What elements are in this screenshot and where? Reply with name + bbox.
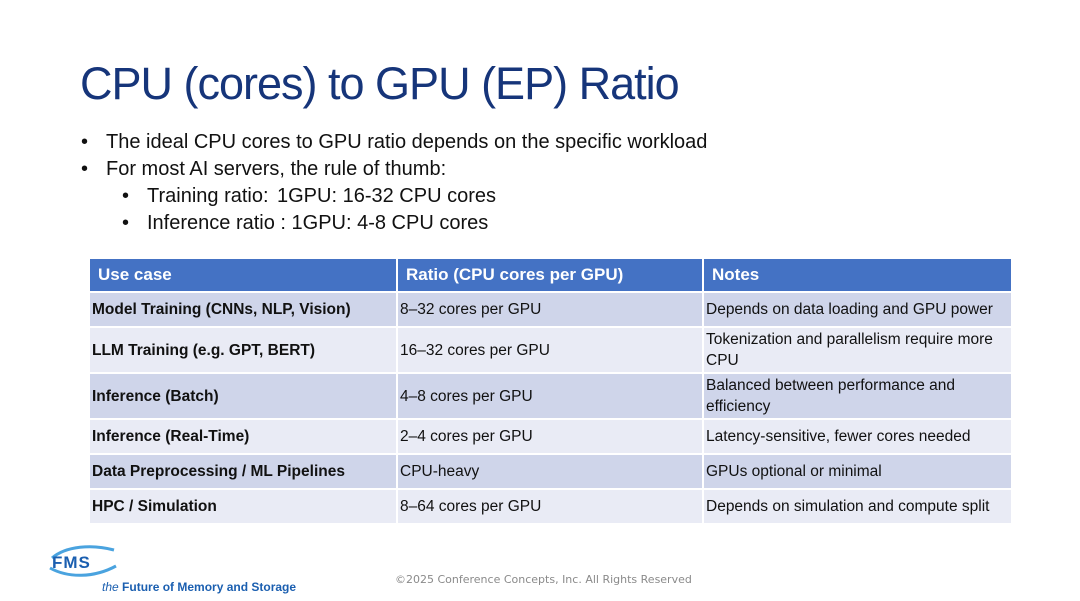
cell-ratio: 2–4 cores per GPU <box>397 419 704 455</box>
table-row: Model Training (CNNs, NLP, Vision) 8–32 … <box>90 292 1013 328</box>
table-row: HPC / Simulation 8–64 cores per GPU Depe… <box>90 489 1013 525</box>
logo-tagline: the Future of Memory and Storage <box>102 580 296 594</box>
cell-notes: GPUs optional or minimal <box>703 454 1013 490</box>
cell-use-case: Data Preprocessing / ML Pipelines <box>90 454 398 490</box>
table-header-row: Use case Ratio (CPU cores per GPU) Notes <box>90 259 1013 293</box>
bullet-item: For most AI servers, the rule of thumb: <box>81 156 707 183</box>
table-row: LLM Training (e.g. GPT, BERT) 16–32 core… <box>90 327 1013 374</box>
ratio-table: Use case Ratio (CPU cores per GPU) Notes… <box>90 259 1013 525</box>
sub-bullet-item: Training ratio: 1GPU: 16-32 CPU cores <box>122 183 707 210</box>
cell-notes: Latency-sensitive, fewer cores needed <box>703 419 1013 455</box>
cell-ratio: 16–32 cores per GPU <box>397 327 704 374</box>
cell-notes: Balanced between performance and efficie… <box>703 373 1013 420</box>
table-row: Inference (Real-Time) 2–4 cores per GPU … <box>90 419 1013 455</box>
cell-ratio: CPU-heavy <box>397 454 704 490</box>
sub-bullet-item: Inference ratio : 1GPU: 4-8 CPU cores <box>122 210 707 237</box>
cell-use-case: HPC / Simulation <box>90 489 398 525</box>
cell-notes: Depends on simulation and compute split <box>703 489 1013 525</box>
copyright-footer: ©2025 Conference Concepts, Inc. All Righ… <box>395 573 692 586</box>
table-row: Inference (Batch) 4–8 cores per GPU Bala… <box>90 373 1013 420</box>
header-ratio: Ratio (CPU cores per GPU) <box>397 259 704 293</box>
bullet-list: The ideal CPU cores to GPU ratio depends… <box>81 129 707 237</box>
bullet-item: The ideal CPU cores to GPU ratio depends… <box>81 129 707 156</box>
cell-use-case: LLM Training (e.g. GPT, BERT) <box>90 327 398 374</box>
cell-use-case: Inference (Batch) <box>90 373 398 420</box>
cell-ratio: 4–8 cores per GPU <box>397 373 704 420</box>
slide-title: CPU (cores) to GPU (EP) Ratio <box>80 58 680 109</box>
sub-bullet-label: Training ratio: <box>147 185 269 207</box>
cell-notes: Depends on data loading and GPU power <box>703 292 1013 328</box>
tagline-main: Future of Memory and Storage <box>122 580 297 594</box>
header-use-case: Use case <box>90 259 398 293</box>
logo-wordmark: FMS <box>52 553 91 572</box>
fms-logo: FMS the Future of Memory and Storage <box>48 544 296 596</box>
cell-ratio: 8–32 cores per GPU <box>397 292 704 328</box>
table-row: Data Preprocessing / ML Pipelines CPU-he… <box>90 454 1013 490</box>
cell-use-case: Inference (Real-Time) <box>90 419 398 455</box>
fms-logo-mark: FMS <box>49 545 117 577</box>
cell-use-case: Model Training (CNNs, NLP, Vision) <box>90 292 398 328</box>
sub-bullet-value: 1GPU: 16-32 CPU cores <box>277 185 496 207</box>
cell-notes: Tokenization and parallelism require mor… <box>703 327 1013 374</box>
header-notes: Notes <box>703 259 1013 293</box>
cell-ratio: 8–64 cores per GPU <box>397 489 704 525</box>
tagline-prefix: the <box>102 580 119 594</box>
